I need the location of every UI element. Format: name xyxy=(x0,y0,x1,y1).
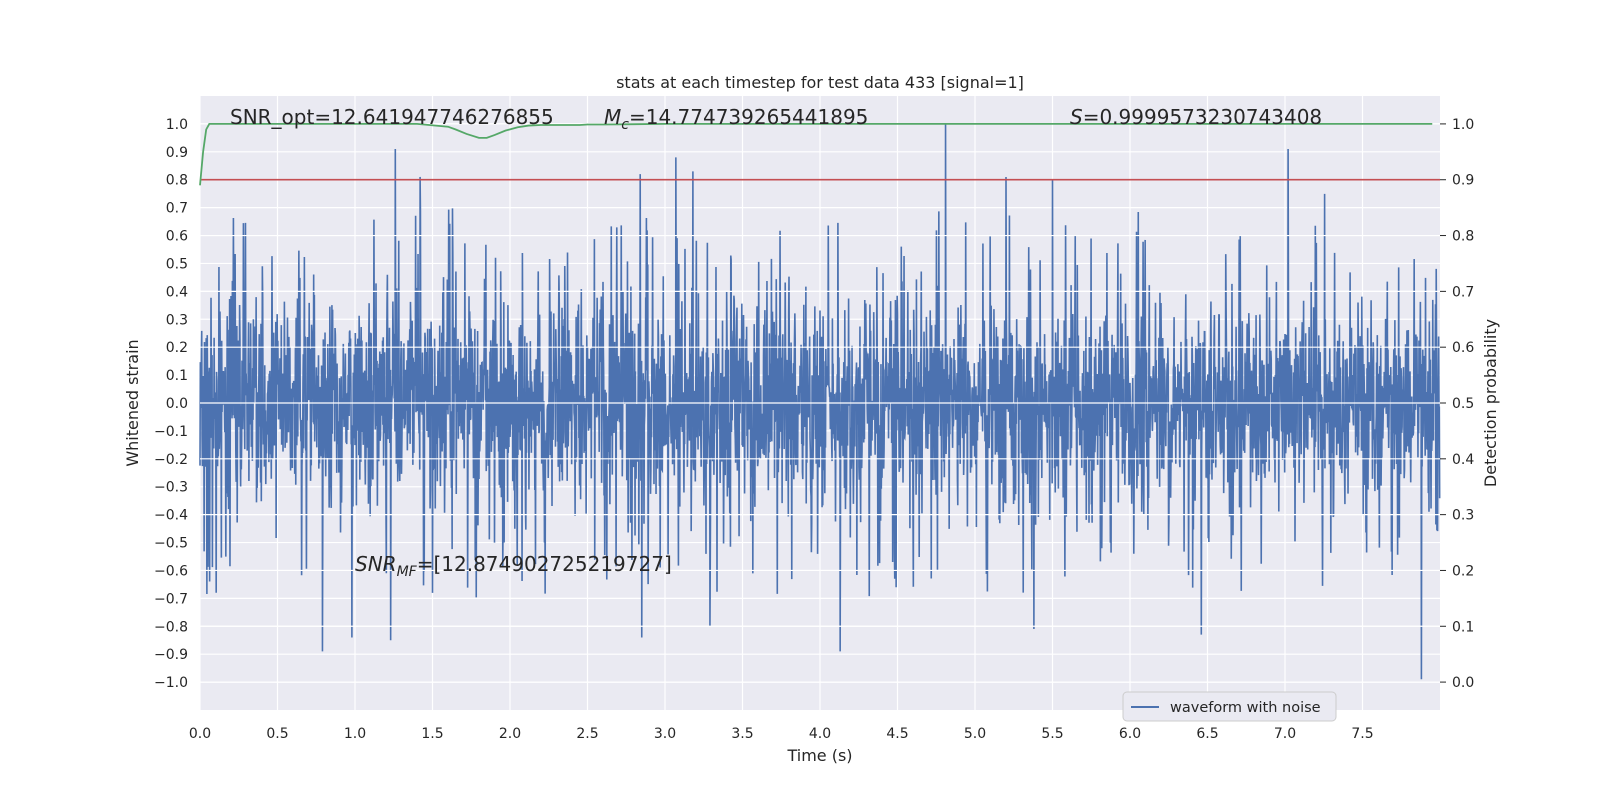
y-axis-ticks: 1.0 0.9 0.8 0.7 0.6 0.5 0.4 0.3 0.2 0.1 0.0 −0.1 −0.… xyxy=(154,117,188,691)
x-tick-label: 3.0 xyxy=(654,726,676,742)
y-tick-label: −0.3 xyxy=(154,480,188,496)
y2-tick-label: 0.1 xyxy=(1452,619,1474,635)
y-tick-label: −0.7 xyxy=(154,591,188,607)
x-tick-label: 0.0 xyxy=(189,726,211,742)
y-tick-label: 0.4 xyxy=(166,284,188,300)
y-tick-label: −0.5 xyxy=(154,536,188,552)
probability-series xyxy=(199,123,1440,186)
legend-box xyxy=(1122,691,1337,722)
y-tick-label: 0.6 xyxy=(166,229,188,245)
y-tick-label: −1.0 xyxy=(154,675,188,691)
x-tick-label: 5.0 xyxy=(964,726,986,742)
y-tick-label: −0.8 xyxy=(154,619,188,635)
x-tick-label: 5.5 xyxy=(1041,726,1063,742)
y-tick-label: −0.2 xyxy=(154,452,188,468)
annotation-snr-mf: SNRMF=[12.874902725219727] xyxy=(355,552,672,580)
annotation-snr-opt: SNR_opt=12.641947746276855 xyxy=(230,105,554,129)
x-tick-label: 4.5 xyxy=(886,726,908,742)
y2-tick-label: 0.2 xyxy=(1452,563,1474,579)
legend-label-waveform: waveform with noise xyxy=(1170,700,1321,716)
x-tick-label: 7.0 xyxy=(1274,726,1296,742)
x-tick-label: 3.5 xyxy=(731,726,753,742)
y-tick-label: 0.5 xyxy=(166,256,188,272)
x-tick-label: 6.5 xyxy=(1196,726,1218,742)
x-tick-label: 0.5 xyxy=(266,726,288,742)
x-tick-label: 2.0 xyxy=(499,726,521,742)
x-axis-ticks: 0.0 0.5 1.0 1.5 2.0 2.5 3.0 3.5 4.0 4.5 5.0 5.5 6.0 6… xyxy=(189,726,1374,742)
y2-tick-label: 0.0 xyxy=(1452,675,1474,691)
y-tick-label: 0.8 xyxy=(166,173,188,189)
probability-line xyxy=(199,123,1433,186)
x-tick-label: 1.5 xyxy=(421,726,443,742)
y2-tick-label: 0.5 xyxy=(1452,396,1474,412)
y-tick-label: 0.2 xyxy=(166,340,188,356)
x-tick-label: 7.5 xyxy=(1351,726,1373,742)
y-tick-label: −0.6 xyxy=(154,563,188,579)
y-axis-label: Whitened strain xyxy=(123,339,142,466)
annotation-score: S=0.9999573230743408 xyxy=(1070,105,1322,129)
y-tick-label: 0.7 xyxy=(166,201,188,217)
y2-tick-label: 1.0 xyxy=(1452,117,1474,133)
y-tick-label: 0.9 xyxy=(166,145,188,161)
y2-axis-ticks: 1.0 0.9 0.8 0.7 0.6 0.5 0.4 0.3 0.2 0.1 0.0 xyxy=(1440,117,1474,691)
y2-tick-label: 0.3 xyxy=(1452,508,1474,524)
waveform-line xyxy=(199,123,1441,680)
y-tick-label: −0.9 xyxy=(154,647,188,663)
x-tick-label: 1.0 xyxy=(344,726,366,742)
y2-tick-label: 0.7 xyxy=(1452,284,1474,300)
x-tick-label: 4.0 xyxy=(809,726,831,742)
y2-tick-label: 0.6 xyxy=(1452,340,1474,356)
waveform-series xyxy=(199,123,1441,680)
annotation-chirp-mass: Mc=14.774739265441895 xyxy=(604,105,868,133)
y-tick-label: −0.4 xyxy=(154,508,188,524)
y-tick-label: −0.1 xyxy=(154,424,188,440)
y-tick-label: 0.3 xyxy=(166,312,188,328)
y-tick-label: 0.0 xyxy=(166,396,188,412)
y2-axis-label: Detection probability xyxy=(1481,319,1500,487)
chart-title: stats at each timestep for test data 433… xyxy=(616,73,1024,92)
x-tick-label: 6.0 xyxy=(1119,726,1141,742)
y-tick-label: 1.0 xyxy=(166,117,188,133)
x-axis-label: Time (s) xyxy=(786,746,852,765)
x-tick-label: 2.5 xyxy=(576,726,598,742)
y-tick-label: 0.1 xyxy=(166,368,188,384)
y2-tick-label: 0.4 xyxy=(1452,452,1474,468)
y2-tick-label: 0.9 xyxy=(1452,173,1474,189)
y2-tick-label: 0.8 xyxy=(1452,229,1474,245)
legend: waveform with noise xyxy=(1122,691,1337,722)
